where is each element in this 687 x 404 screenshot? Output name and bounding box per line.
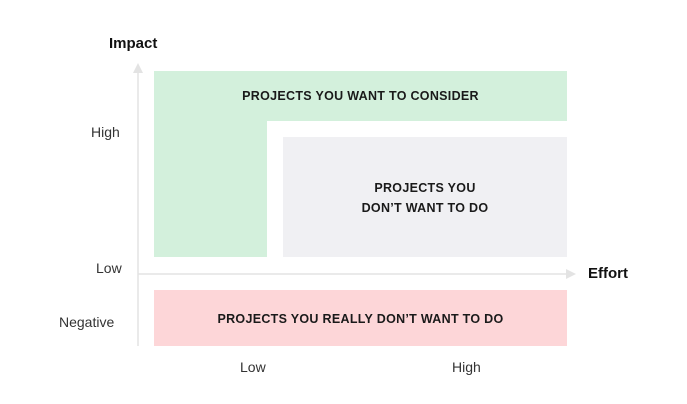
y-axis-title: Impact bbox=[109, 35, 158, 52]
x-tick-high: High bbox=[452, 359, 481, 375]
zone-really-dont-label: PROJECTS YOU REALLY DON’T WANT TO DO bbox=[217, 312, 504, 326]
zone-dont-want-label-2: DON’T WANT TO DO bbox=[361, 201, 489, 215]
zone-consider-label: PROJECTS YOU WANT TO CONSIDER bbox=[242, 89, 479, 103]
x-axis-arrow bbox=[566, 269, 576, 279]
y-axis-arrow bbox=[133, 63, 143, 73]
x-tick-low: Low bbox=[240, 359, 266, 375]
zone-dont-want bbox=[283, 137, 567, 257]
x-axis-title: Effort bbox=[588, 265, 628, 282]
zone-dont-want-label-1: PROJECTS YOU bbox=[374, 181, 476, 195]
zone-really-dont bbox=[154, 290, 567, 346]
y-tick-high: High bbox=[91, 124, 120, 140]
zone-consider-shape bbox=[154, 71, 567, 257]
y-tick-negative: Negative bbox=[59, 314, 115, 330]
y-tick-low: Low bbox=[96, 260, 122, 276]
